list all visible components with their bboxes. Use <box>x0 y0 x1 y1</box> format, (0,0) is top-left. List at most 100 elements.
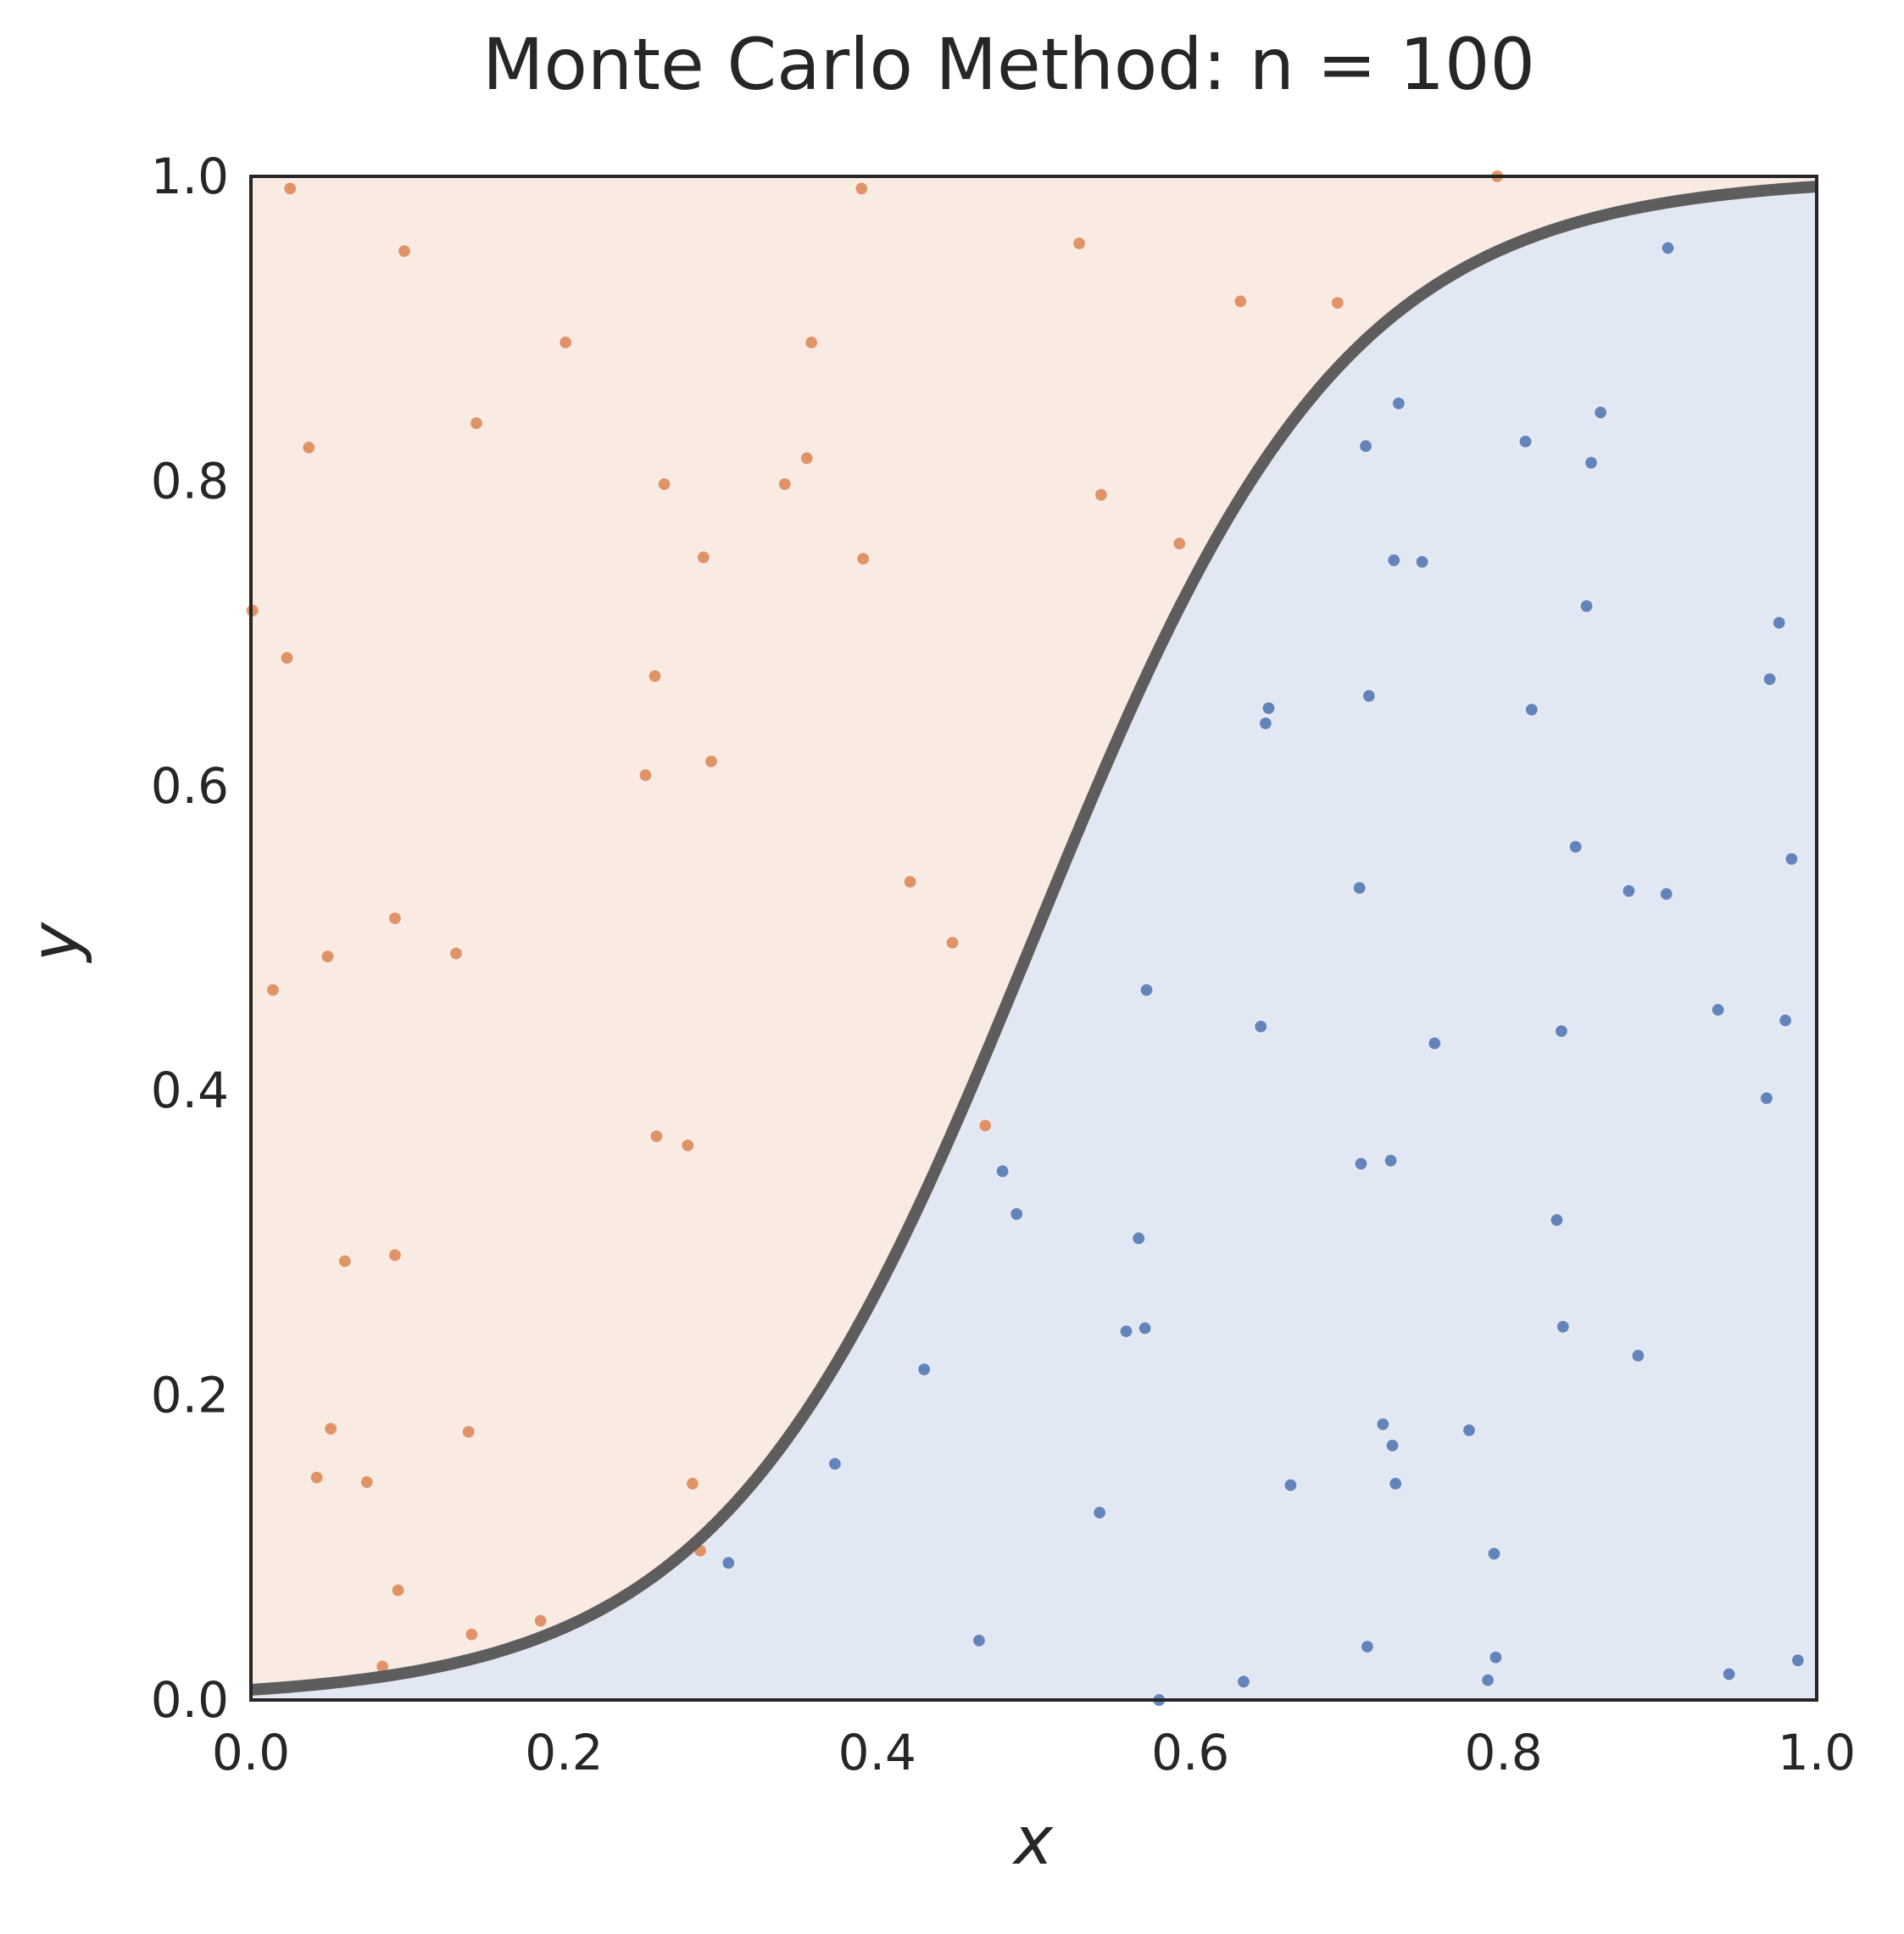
below-point <box>1584 455 1599 471</box>
chart-title: Monte Carlo Method: n = 100 <box>482 23 1535 106</box>
below-point <box>1358 438 1373 454</box>
above-point <box>391 1583 405 1597</box>
y-tick-label: 0.0 <box>151 1671 229 1729</box>
below-point <box>1661 241 1675 255</box>
above-point <box>265 983 281 997</box>
above-point <box>323 1421 338 1436</box>
y-axis-ticks: 0.0 0.2 0.4 0.6 0.8 1.0 <box>151 148 229 1729</box>
y-tick-label: 0.6 <box>151 757 229 815</box>
y-tick-label: 0.8 <box>151 452 229 510</box>
above-point <box>461 1424 476 1439</box>
below-point <box>1138 1321 1152 1335</box>
below-point <box>1360 1639 1375 1654</box>
below-point <box>1139 983 1154 997</box>
below-point <box>1119 1324 1133 1339</box>
above-point <box>945 935 960 950</box>
above-point <box>685 1476 700 1491</box>
below-point <box>1258 716 1273 731</box>
below-point <box>1554 1023 1569 1039</box>
x-tick-label: 1.0 <box>1778 1724 1856 1781</box>
below-point <box>1283 1478 1298 1492</box>
below-point <box>1009 1207 1024 1222</box>
x-axis-label: x <box>1011 1803 1054 1880</box>
above-point <box>359 1474 374 1490</box>
below-point <box>1131 1231 1146 1246</box>
below-point <box>995 1164 1010 1179</box>
above-point <box>387 1248 403 1262</box>
above-point <box>704 754 719 769</box>
below-point <box>1778 1013 1793 1028</box>
above-point <box>1172 536 1187 551</box>
plot-area <box>245 169 1818 1708</box>
below-point <box>1487 1547 1501 1561</box>
below-point <box>1361 688 1377 704</box>
below-point <box>1759 1090 1774 1106</box>
above-point <box>977 1118 993 1133</box>
y-tick-label: 1.0 <box>151 148 229 205</box>
below-point <box>1480 1673 1495 1687</box>
above-point <box>855 551 871 566</box>
below-point <box>721 1556 736 1570</box>
above-point <box>302 440 316 455</box>
above-point <box>1094 488 1109 502</box>
below-point <box>971 1633 987 1648</box>
above-point <box>1233 294 1248 309</box>
above-point <box>681 1138 695 1153</box>
below-point <box>1711 1002 1725 1017</box>
below-point <box>1722 1667 1736 1681</box>
x-tick-label: 0.6 <box>1151 1724 1229 1781</box>
below-point <box>1388 1476 1403 1491</box>
above-point <box>309 1470 324 1485</box>
below-point <box>1352 880 1367 895</box>
below-point <box>1631 1348 1645 1363</box>
below-point <box>1387 553 1401 568</box>
below-point <box>1790 1653 1806 1668</box>
x-tick-label: 0.4 <box>838 1724 916 1781</box>
below-point <box>1489 1650 1503 1664</box>
above-point <box>649 1129 664 1144</box>
y-tick-label: 0.4 <box>151 1062 229 1119</box>
above-point <box>696 550 711 565</box>
below-point <box>1261 700 1276 716</box>
above-point <box>387 911 403 926</box>
above-point <box>1072 236 1087 251</box>
y-axis-label: y <box>18 921 94 963</box>
below-point <box>1579 599 1594 614</box>
above-point <box>799 451 814 465</box>
above-point <box>638 767 653 783</box>
below-point <box>1254 1019 1268 1034</box>
above-point <box>465 1627 479 1641</box>
above-point <box>533 1614 548 1628</box>
below-point <box>1772 616 1786 630</box>
above-point <box>657 477 671 492</box>
below-point <box>1236 1675 1251 1689</box>
above-point <box>648 669 662 683</box>
below-point <box>1461 1423 1477 1438</box>
below-point <box>1391 396 1406 411</box>
below-point <box>1762 672 1777 687</box>
above-point <box>804 335 819 350</box>
below-point <box>827 1457 843 1471</box>
plot-frame <box>249 175 1818 1702</box>
below-point <box>1385 1438 1400 1453</box>
above-point <box>1330 295 1345 310</box>
below-point <box>1518 434 1533 449</box>
below-point <box>1354 1156 1368 1171</box>
logistic-curve-line <box>250 181 1818 1696</box>
x-tick-label: 0.8 <box>1464 1724 1542 1781</box>
below-point <box>1376 1417 1390 1431</box>
below-point <box>1659 887 1673 901</box>
above-point <box>448 946 464 961</box>
above-point <box>282 181 298 196</box>
below-point <box>1428 1036 1442 1051</box>
below-point <box>1568 839 1583 854</box>
below-point <box>1524 702 1539 717</box>
above-point <box>337 1254 353 1268</box>
above-point <box>469 415 484 431</box>
y-tick-label: 0.2 <box>151 1367 229 1424</box>
below-point <box>1092 1505 1107 1520</box>
below-point <box>1556 1319 1571 1334</box>
x-tick-label: 0.0 <box>212 1724 290 1781</box>
below-point <box>1622 883 1636 899</box>
